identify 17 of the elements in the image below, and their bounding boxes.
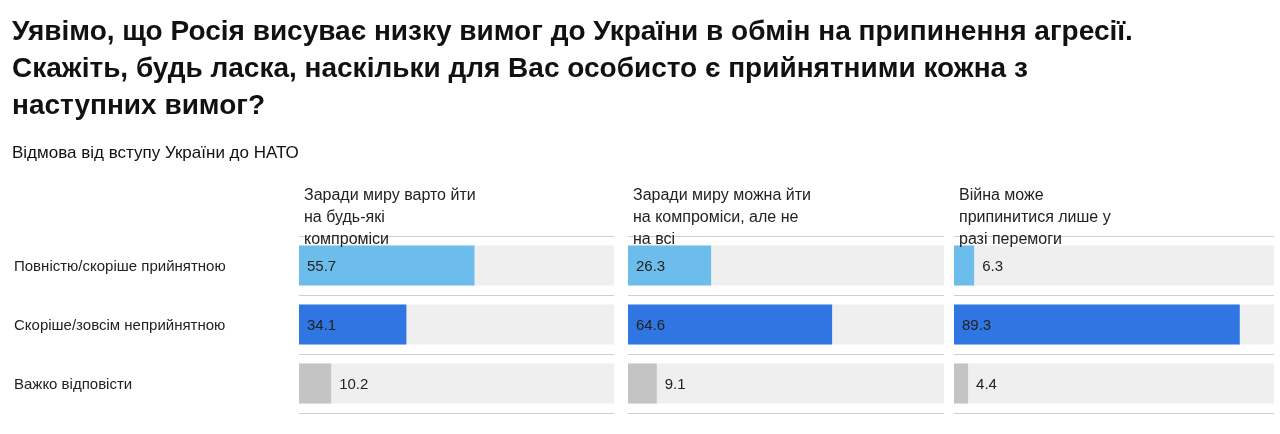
chart-title: Війна може припинитися лише у разі перемоги: [959, 185, 1116, 247]
data-label: 34.1: [307, 316, 337, 333]
y-tick-label: Скоріше/зовсім неприйнятною: [14, 316, 226, 333]
data-label: 9.1: [664, 375, 686, 392]
data-label: 6.3: [982, 257, 1004, 274]
data-label: 10.2: [339, 375, 369, 392]
data-label: 64.6: [636, 316, 666, 333]
chart-title: Заради миру можна йти на компроміси, але не на всі: [633, 185, 816, 247]
chart-title: Заради миру варто йти на будь-які компроміси: [304, 185, 481, 247]
text: Відмова від вступу України до НАТО: [12, 143, 300, 163]
y-tick-label: Важко відповісти: [14, 375, 133, 392]
data-label: 55.7: [307, 257, 337, 274]
data-label: 89.3: [962, 316, 992, 333]
data-label: 26.3: [636, 257, 666, 274]
y-tick-label: Повністю/скоріше прийнятною: [14, 257, 226, 274]
text: Уявімо, що Росія висуває низку вимог до України в обмін на припинення агресії. Скажіть, будь ласка, наскільки для Вас особисто є прийнятними кожна з наступних вимог?: [12, 14, 1134, 122]
data-label: 4.4: [976, 375, 997, 392]
